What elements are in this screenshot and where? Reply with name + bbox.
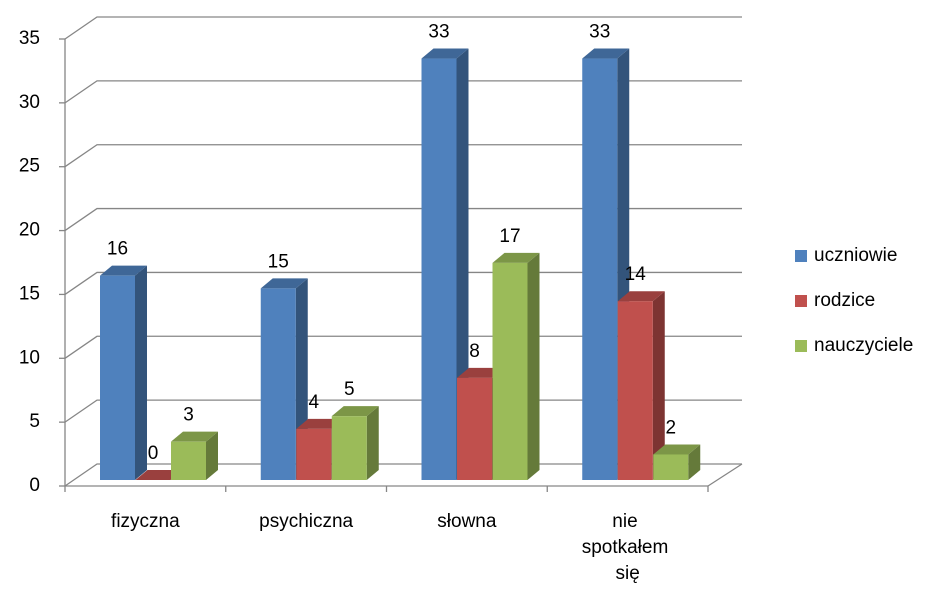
data-label: 16 bbox=[107, 239, 128, 260]
bar bbox=[260, 288, 296, 480]
y-tick-label: 30 bbox=[19, 92, 40, 113]
bar-side bbox=[527, 252, 540, 480]
y-tick-label: 0 bbox=[29, 475, 40, 496]
bar-side bbox=[366, 406, 379, 480]
bar-side bbox=[206, 431, 218, 480]
x-tick-label: psychiczna bbox=[259, 511, 353, 532]
data-label: 33 bbox=[428, 22, 449, 43]
bar-side bbox=[135, 265, 147, 480]
data-label: 0 bbox=[148, 443, 159, 464]
grid-line bbox=[64, 207, 742, 232]
legend-swatch bbox=[795, 295, 807, 307]
y-tick-label: 15 bbox=[19, 283, 40, 304]
y-tick-label: 10 bbox=[19, 347, 40, 368]
y-tick-label: 5 bbox=[29, 411, 40, 432]
y-tick-label: 20 bbox=[19, 220, 40, 241]
x-tick-label: słowna bbox=[437, 511, 497, 532]
bar-top bbox=[100, 265, 147, 276]
y-tick-label: 25 bbox=[19, 156, 40, 177]
bar bbox=[653, 454, 689, 480]
data-label: 8 bbox=[469, 341, 480, 362]
bar-top bbox=[171, 431, 218, 442]
data-label: 33 bbox=[589, 22, 610, 43]
bar-top bbox=[331, 406, 379, 417]
bar-top bbox=[135, 470, 183, 480]
bar bbox=[296, 428, 332, 480]
bar-side bbox=[688, 444, 701, 480]
data-label: 14 bbox=[625, 264, 647, 285]
data-label: 3 bbox=[183, 405, 194, 426]
data-label: 17 bbox=[499, 226, 520, 247]
grid-line bbox=[64, 80, 742, 104]
bar-top bbox=[653, 444, 701, 455]
bar bbox=[331, 416, 367, 480]
legend-swatch bbox=[795, 250, 807, 262]
bar bbox=[617, 301, 653, 480]
data-label: 5 bbox=[344, 379, 355, 400]
x-tick-label: fizyczna bbox=[111, 511, 180, 532]
floor-edge bbox=[707, 463, 743, 487]
bar bbox=[582, 58, 618, 481]
legend-label: nauczyciele bbox=[814, 335, 913, 356]
bar-top bbox=[296, 418, 344, 429]
bar-top bbox=[492, 252, 540, 263]
x-tick-label: nie spotkałem się bbox=[582, 511, 674, 584]
bar bbox=[421, 58, 457, 481]
legend-label: rodzice bbox=[814, 290, 875, 311]
grid-line bbox=[64, 16, 742, 40]
bar bbox=[457, 377, 492, 480]
bar bbox=[171, 441, 206, 480]
grid-line bbox=[64, 144, 742, 168]
bar bbox=[492, 262, 528, 480]
bar-top bbox=[260, 278, 308, 289]
bar-top bbox=[421, 48, 469, 59]
bar bbox=[100, 275, 135, 480]
data-label: 15 bbox=[268, 251, 289, 272]
bar-top bbox=[617, 291, 665, 302]
bar-top bbox=[457, 367, 504, 378]
legend-label: uczniowie bbox=[814, 245, 897, 266]
data-label: 2 bbox=[665, 417, 676, 438]
data-label: 4 bbox=[308, 392, 319, 413]
bar-top bbox=[582, 48, 630, 59]
y-tick-label: 35 bbox=[19, 28, 40, 49]
bar-side bbox=[652, 291, 665, 480]
legend-swatch bbox=[795, 340, 807, 352]
